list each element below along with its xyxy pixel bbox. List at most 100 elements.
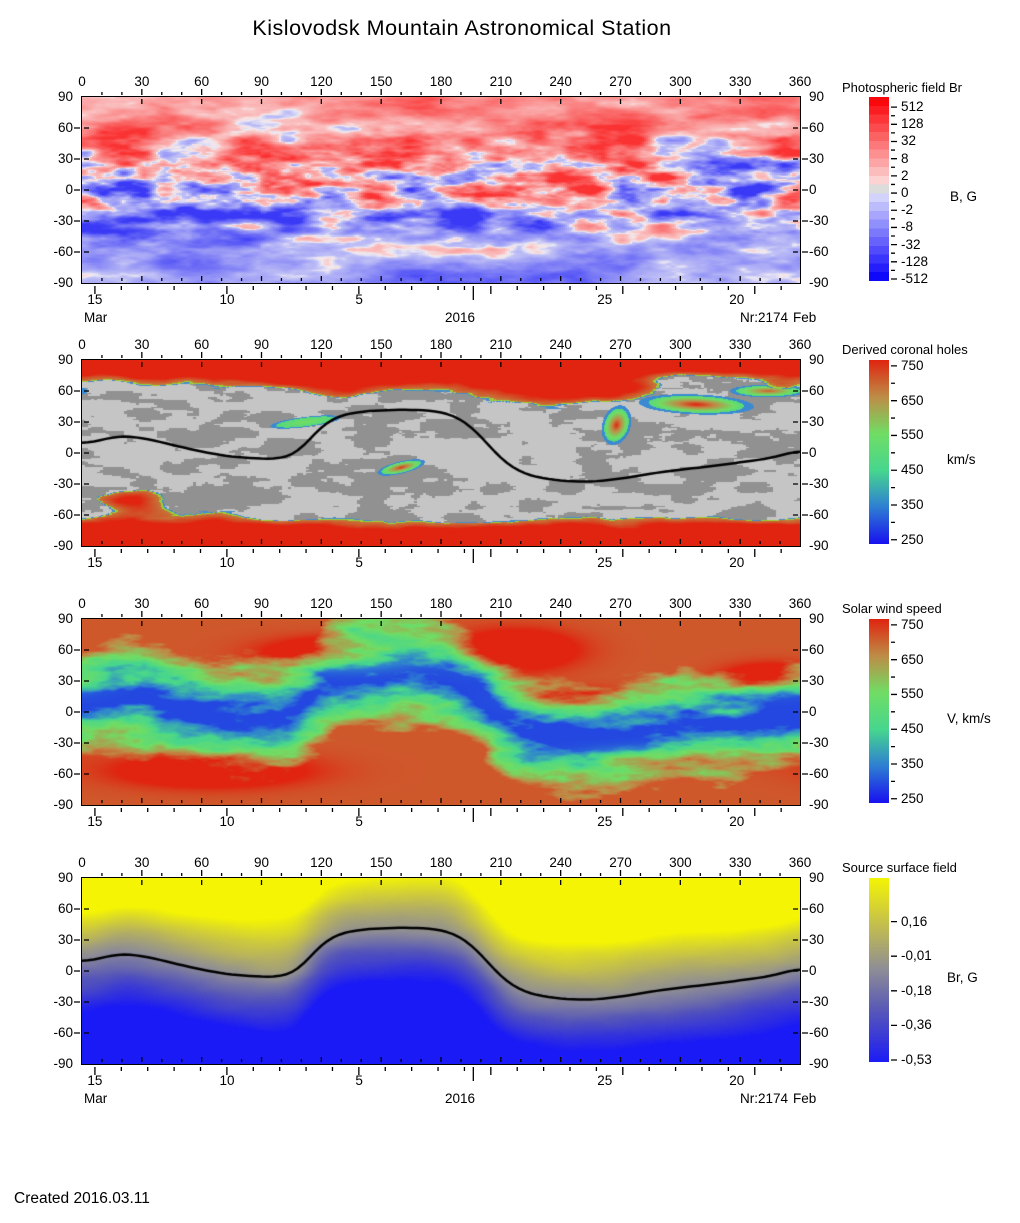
colorbar-tick-label: 750 — [901, 357, 924, 373]
lon-tick-label: 210 — [489, 337, 513, 352]
colorbar-tick-label: 8 — [901, 150, 909, 166]
colorbar-unit: km/s — [947, 452, 976, 467]
lat-tick-label-right: 90 — [809, 870, 825, 885]
year-label: 2016 — [444, 1091, 476, 1106]
colorbar-unit: B, G — [950, 189, 978, 204]
lat-tick-label-right: 30 — [809, 673, 825, 688]
colorbar-tick-label: -0,36 — [901, 1017, 932, 1033]
lat-tick-label-right: 60 — [809, 120, 825, 135]
lat-tick-label-left: 30 — [57, 414, 73, 429]
colorbar-tick-label: -32 — [901, 236, 921, 252]
colorbar-tick-label: 512 — [901, 99, 924, 115]
month-label-right: Feb — [793, 310, 817, 325]
lon-tick-label: 180 — [429, 337, 453, 352]
date-tick-label: 25 — [597, 814, 613, 829]
lat-tick-label-left: 30 — [57, 151, 73, 166]
date-tick-label: 10 — [219, 292, 235, 307]
lon-tick-label: 150 — [369, 337, 393, 352]
lon-tick-label: 0 — [78, 337, 86, 352]
lon-tick-label: 210 — [489, 855, 513, 870]
map-photospheric — [80, 95, 801, 284]
rotation-number-label: Nr:2174 — [739, 1091, 788, 1106]
lat-tick-label-right: -30 — [809, 735, 829, 750]
lat-tick-label-right: 60 — [809, 901, 825, 916]
lat-tick-label-left: 90 — [57, 870, 73, 885]
lon-tick-label: 300 — [669, 596, 692, 611]
lat-tick-label-right: -60 — [809, 1025, 829, 1040]
lat-tick-label-left: 60 — [57, 120, 73, 135]
lat-tick-label-left: -60 — [53, 507, 73, 522]
lat-tick-label-right: 90 — [809, 89, 825, 104]
lat-tick-label-left: 90 — [57, 89, 73, 104]
lon-tick-label: 330 — [728, 596, 752, 611]
lat-tick-label-right: 60 — [809, 642, 825, 657]
lon-tick-label: 360 — [788, 74, 812, 89]
lon-tick-label: 210 — [489, 596, 513, 611]
lon-tick-label: 330 — [728, 855, 752, 870]
lon-tick-label: 90 — [253, 337, 270, 352]
colorbar-tick-label: 350 — [901, 496, 924, 512]
lon-tick-label: 270 — [609, 855, 632, 870]
colorbar-title: Solar wind speed — [842, 601, 942, 616]
colorbar-photospheric — [869, 97, 889, 281]
date-tick-label: 10 — [219, 555, 235, 570]
date-tick-label: 15 — [87, 1073, 103, 1088]
colorbar-coronal-holes — [869, 360, 889, 544]
lat-tick-label-right: -90 — [809, 1056, 829, 1071]
date-tick-label: 5 — [355, 1073, 363, 1088]
lon-tick-label: 60 — [194, 855, 210, 870]
lon-tick-label: 270 — [609, 337, 632, 352]
lon-tick-label: 30 — [134, 337, 150, 352]
lat-tick-label-left: -30 — [53, 735, 73, 750]
lon-tick-label: 90 — [253, 74, 270, 89]
year-label: 2016 — [444, 310, 476, 325]
lon-tick-label: 90 — [253, 855, 270, 870]
date-tick-label: 10 — [219, 814, 235, 829]
lat-tick-label-right: 0 — [809, 963, 817, 978]
colorbar-tick-label: 0 — [901, 185, 909, 201]
lon-tick-label: 90 — [253, 596, 270, 611]
lat-tick-label-right: 90 — [809, 611, 825, 626]
lon-tick-label: 360 — [788, 337, 812, 352]
date-tick-label: 25 — [597, 555, 613, 570]
lon-tick-label: 240 — [549, 855, 572, 870]
lat-tick-label-right: -90 — [809, 275, 829, 290]
date-tick-label: 20 — [729, 292, 745, 307]
lat-tick-label-left: 0 — [65, 704, 73, 719]
lat-tick-label-right: 0 — [809, 445, 817, 460]
created-date: Created 2016.03.11 — [14, 1190, 150, 1207]
map-solar-wind — [80, 617, 801, 806]
lat-tick-label-left: 30 — [57, 932, 73, 947]
lat-tick-label-right: 0 — [809, 704, 817, 719]
lat-tick-label-left: 0 — [65, 445, 73, 460]
colorbar-tick-label: 450 — [901, 462, 924, 478]
lon-tick-label: 150 — [369, 596, 393, 611]
lon-tick-label: 270 — [609, 74, 632, 89]
lat-tick-label-left: 0 — [65, 182, 73, 197]
lon-tick-label: 30 — [134, 74, 150, 89]
lon-tick-label: 210 — [489, 74, 513, 89]
lon-tick-label: 150 — [369, 74, 393, 89]
lat-tick-label-right: 90 — [809, 352, 825, 367]
colorbar-solar-wind — [869, 619, 889, 803]
lat-tick-label-left: 30 — [57, 673, 73, 688]
date-tick-label: 25 — [597, 292, 613, 307]
lon-tick-label: 330 — [728, 74, 752, 89]
colorbar-tick-label: 0,16 — [901, 913, 928, 929]
lat-tick-label-left: 60 — [57, 642, 73, 657]
colorbar-tick-label: -0,53 — [901, 1051, 932, 1067]
lon-tick-label: 180 — [429, 596, 453, 611]
lat-tick-label-right: 30 — [809, 414, 825, 429]
colorbar-tick-label: 750 — [901, 616, 924, 632]
colorbar-tick-label: -2 — [901, 202, 914, 218]
lon-tick-label: 30 — [134, 596, 150, 611]
colorbar-tick-label: 550 — [901, 686, 924, 702]
colorbar-tick-label: 250 — [901, 790, 924, 806]
lat-tick-label-right: 60 — [809, 383, 825, 398]
lat-tick-label-left: -90 — [53, 275, 73, 290]
lat-tick-label-right: -60 — [809, 507, 829, 522]
date-tick-label: 15 — [87, 292, 103, 307]
colorbar-tick-label: -128 — [901, 253, 929, 269]
date-tick-label: 10 — [219, 1073, 235, 1088]
lon-tick-label: 360 — [788, 855, 812, 870]
